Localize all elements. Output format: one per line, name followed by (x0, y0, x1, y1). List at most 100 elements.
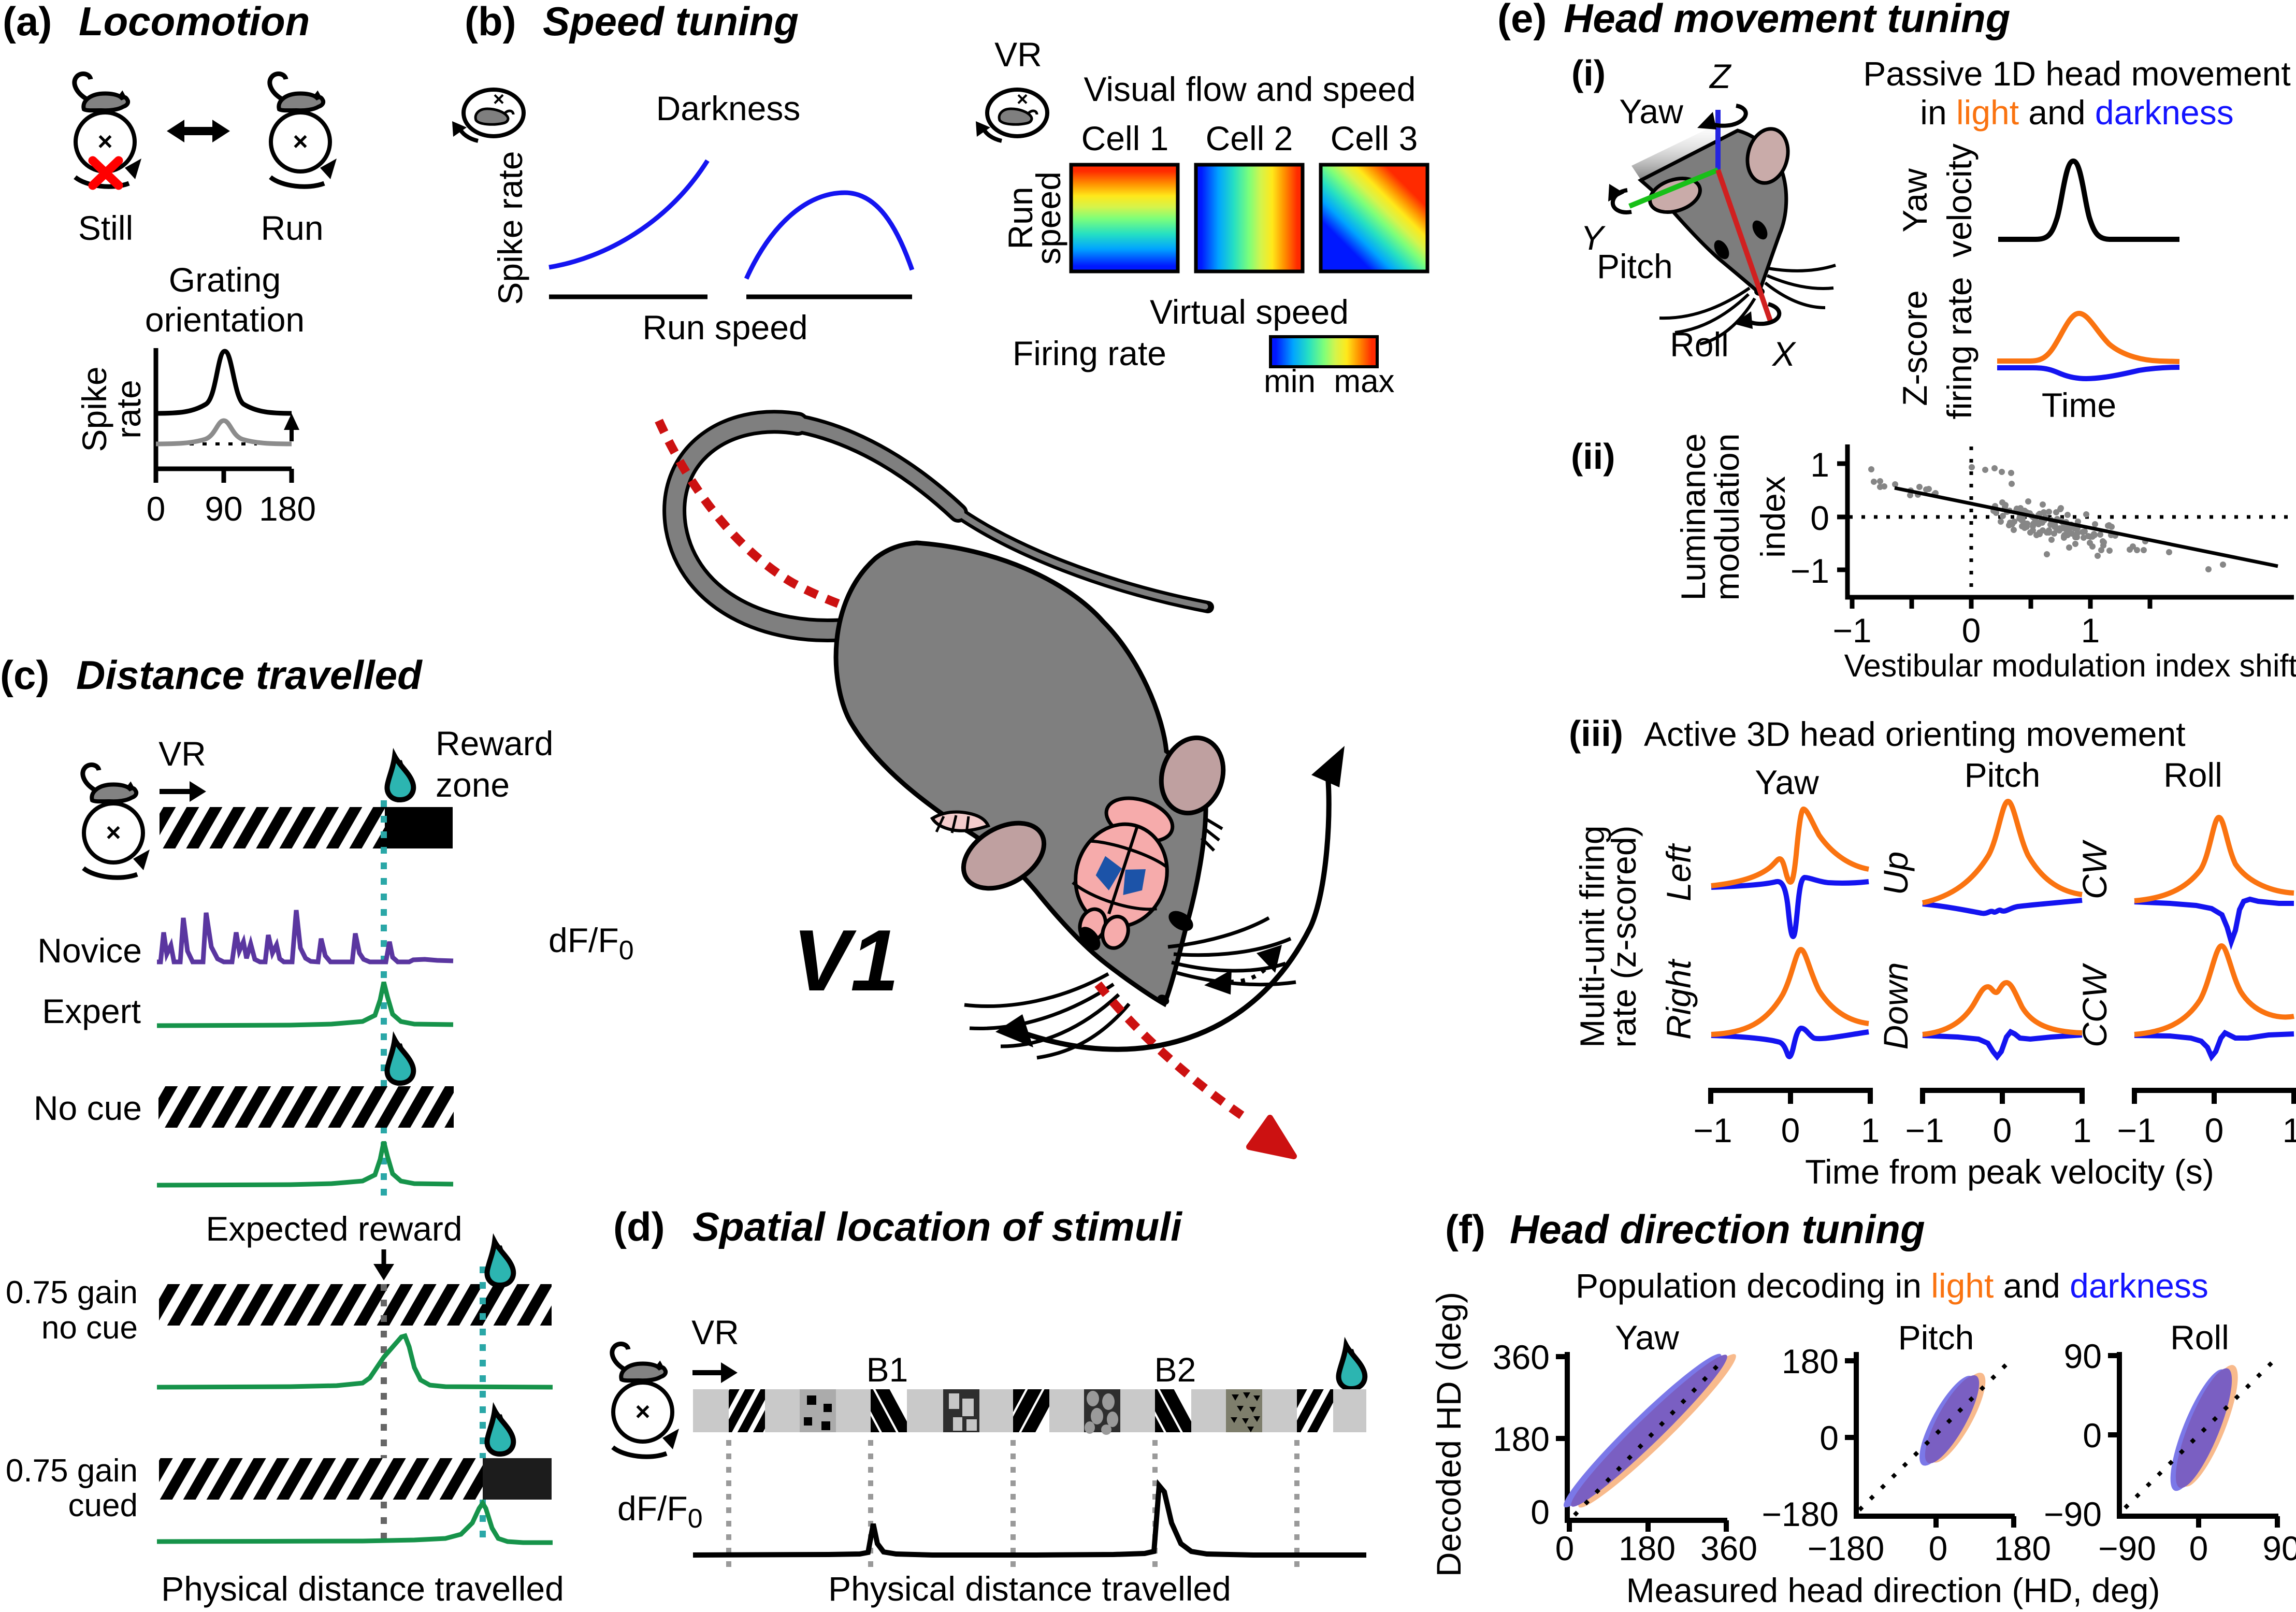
svg-text:−1: −1 (1693, 1111, 1732, 1149)
svg-text:orientation: orientation (145, 300, 305, 339)
svg-text:Novice: Novice (37, 931, 142, 970)
svg-text:Distance travelled: Distance travelled (76, 652, 423, 698)
svg-text:0: 0 (1993, 1111, 2012, 1149)
svg-text:No cue: No cue (34, 1089, 142, 1127)
svg-text:Pitch: Pitch (1898, 1318, 1974, 1357)
svg-text:B1: B1 (867, 1350, 908, 1389)
svg-text:360: 360 (1493, 1338, 1550, 1376)
svg-text:Head direction tuning: Head direction tuning (1510, 1206, 1925, 1252)
svg-text:1: 1 (2073, 1111, 2092, 1149)
svg-text:Population decoding in light a: Population decoding in light and darknes… (1576, 1266, 2208, 1305)
svg-text:Run: Run (261, 209, 323, 247)
svg-text:Expert: Expert (42, 992, 141, 1030)
svg-text:(c): (c) (0, 652, 49, 698)
svg-text:Yaw: Yaw (1755, 763, 1819, 801)
svg-text:−90: −90 (2044, 1495, 2102, 1533)
svg-text:Right: Right (1659, 958, 1698, 1040)
svg-text:velocity: velocity (1940, 143, 1979, 257)
svg-text:Speed tuning: Speed tuning (543, 0, 799, 44)
svg-text:VR: VR (994, 35, 1042, 74)
svg-text:Yaw: Yaw (1619, 92, 1683, 131)
svg-text:1: 1 (1810, 445, 1829, 484)
svg-text:B2: B2 (1154, 1350, 1196, 1389)
svg-text:Measured head direction (HD, d: Measured head direction (HD, deg) (1626, 1571, 2160, 1609)
svg-text:VR: VR (691, 1313, 739, 1351)
svg-text:0: 0 (1820, 1419, 1839, 1457)
svg-text:dF/F0: dF/F0 (548, 921, 634, 966)
svg-text:rate (z-scored): rate (z-scored) (1605, 825, 1643, 1047)
svg-text:Z: Z (1709, 57, 1732, 95)
svg-text:Cell 1: Cell 1 (1081, 119, 1169, 157)
svg-text:(f): (f) (1445, 1206, 1485, 1252)
svg-text:Spike rate: Spike rate (491, 151, 529, 305)
svg-text:Virtual speed: Virtual speed (1150, 293, 1349, 331)
svg-text:Still: Still (78, 209, 133, 247)
svg-text:Run speed: Run speed (642, 308, 807, 347)
svg-text:Run: Run (1001, 186, 1039, 249)
svg-text:(b): (b) (465, 0, 516, 44)
svg-text:−1: −1 (2117, 1111, 2156, 1149)
svg-text:0: 0 (1962, 611, 1981, 650)
svg-text:0: 0 (147, 490, 166, 528)
svg-text:180: 180 (1782, 1342, 1839, 1380)
svg-text:dF/F0: dF/F0 (617, 1489, 703, 1534)
svg-text:Passive 1D head movement: Passive 1D head movement (1863, 54, 2290, 93)
svg-text:(iii): (iii) (1569, 713, 1623, 754)
svg-text:Yaw: Yaw (1896, 168, 1934, 233)
svg-text:Pitch: Pitch (1597, 247, 1673, 285)
svg-text:0.75 gain: 0.75 gain (6, 1275, 138, 1311)
svg-text:360: 360 (1700, 1529, 1757, 1567)
svg-text:(ii): (ii) (1571, 436, 1615, 477)
svg-text:180: 180 (259, 490, 316, 528)
svg-text:180: 180 (1493, 1420, 1550, 1458)
svg-text:VR: VR (158, 735, 206, 773)
svg-text:180: 180 (1619, 1529, 1676, 1567)
svg-text:Time: Time (2042, 386, 2116, 424)
svg-text:Left: Left (1659, 843, 1698, 901)
svg-text:Spatial location of stimuli: Spatial location of stimuli (692, 1204, 1182, 1249)
svg-text:(i): (i) (1571, 53, 1606, 93)
svg-text:1: 1 (1861, 1111, 1880, 1149)
svg-text:Decoded HD (deg): Decoded HD (deg) (1429, 1292, 1468, 1577)
svg-text:90: 90 (2262, 1529, 2296, 1567)
svg-text:1: 1 (2283, 1111, 2296, 1149)
svg-text:Locomotion: Locomotion (79, 0, 310, 44)
svg-text:−90: −90 (2098, 1529, 2156, 1567)
svg-text:−180: −180 (1808, 1529, 1885, 1567)
svg-text:−1: −1 (1790, 552, 1829, 590)
svg-text:firing rate: firing rate (1940, 277, 1979, 419)
svg-text:Cell 2: Cell 2 (1206, 119, 1293, 157)
svg-text:−1: −1 (1832, 611, 1871, 650)
svg-text:0.75 gain: 0.75 gain (6, 1453, 138, 1489)
svg-text:0: 0 (2189, 1529, 2208, 1567)
svg-text:0: 0 (2083, 1416, 2102, 1455)
svg-text:(e): (e) (1497, 0, 1547, 41)
svg-text:0: 0 (1781, 1111, 1800, 1149)
svg-text:cued: cued (68, 1488, 138, 1523)
svg-text:−180: −180 (1761, 1495, 1839, 1533)
svg-text:90: 90 (205, 490, 242, 528)
svg-text:Grating: Grating (169, 261, 281, 299)
svg-text:Roll: Roll (2163, 756, 2222, 794)
svg-text:(d): (d) (613, 1204, 665, 1249)
svg-text:−1: −1 (1905, 1111, 1944, 1149)
svg-text:Cell 3: Cell 3 (1331, 119, 1418, 157)
svg-text:0: 0 (1810, 499, 1829, 537)
svg-text:Z-score: Z-score (1896, 290, 1934, 406)
svg-text:Physical distance travelled: Physical distance travelled (161, 1570, 564, 1608)
svg-text:0: 0 (1530, 1493, 1550, 1531)
svg-text:Expected reward: Expected reward (206, 1210, 462, 1248)
svg-text:CW: CW (2075, 839, 2114, 899)
svg-text:Yaw: Yaw (1615, 1318, 1679, 1357)
svg-text:Up: Up (1876, 852, 1915, 895)
svg-text:max: max (1334, 364, 1394, 399)
svg-text:Y: Y (1581, 219, 1606, 257)
svg-text:Physical distance travelled: Physical distance travelled (828, 1570, 1231, 1608)
svg-text:index: index (1754, 476, 1792, 558)
svg-text:zone: zone (436, 766, 510, 804)
svg-text:X: X (1771, 335, 1797, 373)
svg-text:speed: speed (1029, 171, 1067, 265)
svg-text:Roll: Roll (1670, 325, 1729, 364)
svg-text:no cue: no cue (41, 1310, 138, 1346)
svg-text:Visual flow and speed: Visual flow and speed (1084, 70, 1416, 108)
